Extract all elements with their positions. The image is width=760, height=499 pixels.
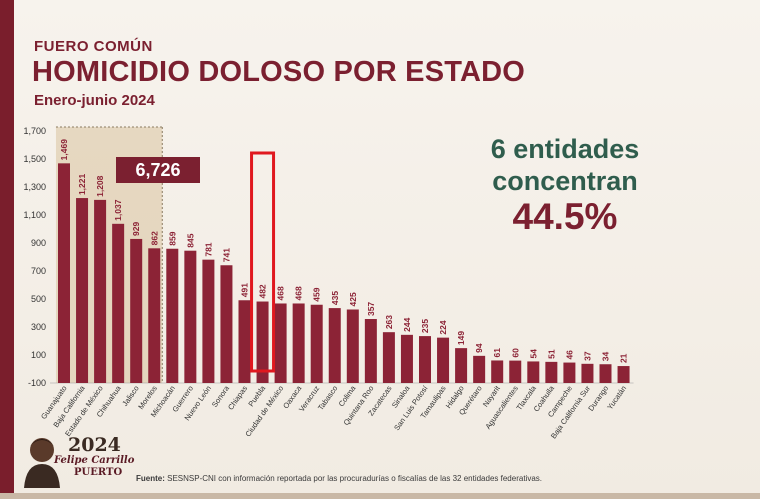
callout-text: 6 entidades concentran [462,133,668,197]
value-label: 21 [619,353,629,363]
y-tick-label: 1,700 [23,126,46,136]
bar [184,250,197,383]
logo-year: 2024 [68,434,121,456]
bar [220,265,233,383]
y-tick-label: 1,500 [23,154,46,164]
value-label: 862 [149,231,159,245]
logo-name-line-1: Felipe Carrillo [54,455,135,466]
value-label: 1,221 [77,174,87,196]
callout-percent: 44.5% [512,196,618,237]
value-label: 235 [420,319,430,333]
value-label: 94 [474,343,484,353]
bar [563,362,576,383]
y-tick-label: 500 [31,294,46,304]
bar [112,223,125,383]
bar [364,319,377,383]
bar [599,364,612,383]
value-label: 491 [240,283,250,297]
bar [274,303,287,383]
value-label: 859 [167,231,177,245]
value-label: 37 [582,351,592,361]
bar [545,361,558,383]
highlight-marker [250,151,276,373]
value-label: 929 [131,221,141,235]
value-label: 60 [510,348,520,358]
bar [346,309,359,383]
bar [148,248,161,383]
bar [328,308,341,383]
total-badge [116,157,200,183]
bar [509,360,522,383]
kicker-text: FUERO COMÚN [34,38,153,55]
y-tick-label: 1,100 [23,210,46,220]
bar [130,238,143,383]
y-tick-label: -100 [28,378,46,388]
bar [437,337,450,383]
value-label: 224 [438,320,448,334]
bar [58,163,70,383]
logo [14,428,134,490]
value-label: 1,037 [113,199,123,221]
bar [310,304,323,383]
value-label: 244 [402,317,412,331]
value-label: 482 [258,284,268,298]
value-label: 46 [564,350,574,360]
bar [256,301,269,383]
bar [382,332,395,383]
value-label: 741 [221,248,231,262]
bar [491,360,504,383]
y-tick-label: 300 [31,322,46,332]
y-tick-label: 700 [31,266,46,276]
callout-line-2: concentran [492,166,638,196]
bar [202,259,215,383]
callout-line-1: 6 entidades [490,134,640,164]
value-label: 1,208 [95,175,105,197]
value-label: 1,469 [59,139,69,161]
source-text: SESNSP-CNI con información reportada por… [167,474,542,483]
left-accent-bar [0,0,14,499]
value-label: 845 [185,233,195,247]
bar [527,361,540,383]
value-label: 263 [384,315,394,329]
page-title: HOMICIDIO DOLOSO POR ESTADO [32,56,526,88]
value-label: 468 [276,286,286,300]
bar [617,366,630,383]
value-label: 34 [601,352,611,362]
category-label: Yucatán [605,384,628,411]
value-label: 435 [330,291,340,305]
bar [473,355,486,383]
bottom-strip [0,493,760,499]
bar [238,300,251,383]
bar [400,334,413,383]
value-label: 468 [294,286,304,300]
bar [581,363,594,383]
bar [419,336,431,383]
period-label: Enero-junio 2024 [34,92,155,109]
portrait-icon [24,438,60,488]
source-label: Fuente: [136,474,165,483]
value-label: 51 [546,349,556,359]
value-label: 781 [203,242,213,256]
bar [76,198,89,383]
total-badge-value: 6,726 [135,160,180,180]
value-label: 54 [528,349,538,359]
value-label: 149 [456,331,466,345]
bar [166,248,179,383]
bar [455,348,468,383]
value-label: 357 [366,302,376,316]
source-note: Fuente: SESNSP-CNI con información repor… [136,474,542,483]
category-label: Chiapas [226,384,249,412]
bar [292,303,305,383]
y-tick-label: 100 [31,350,46,360]
y-tick-label: 900 [31,238,46,248]
bar [94,199,107,383]
logo-name-line-2: PUERTO [74,467,123,478]
value-label: 425 [348,292,358,306]
y-tick-label: 1,300 [23,182,46,192]
value-label: 61 [492,348,502,358]
value-label: 459 [312,287,322,301]
